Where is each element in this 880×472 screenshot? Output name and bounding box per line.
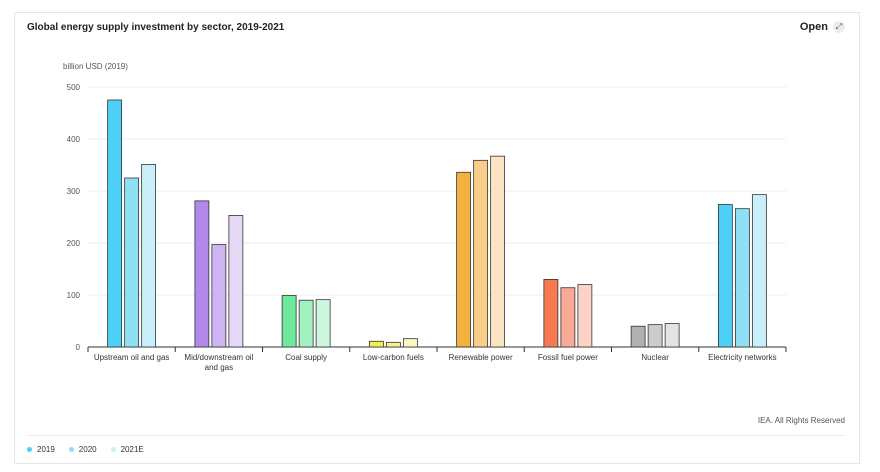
- legend-item-2020[interactable]: 2020: [68, 445, 97, 454]
- bar-2-2019: [281, 295, 297, 348]
- x-tick-label-4: Renewable power: [449, 353, 513, 362]
- y-tick-label-300: 300: [67, 187, 81, 196]
- bar-6-2020: [647, 324, 663, 348]
- bar-4-2019: [456, 171, 472, 348]
- x-tick-label-0: Upstream oil and gas: [94, 353, 170, 362]
- legend-swatch-2021e: [110, 447, 116, 452]
- y-axis-label: billion USD (2019): [63, 62, 128, 71]
- x-tick-label-6: Nuclear: [641, 353, 669, 362]
- bar-3-2019: [368, 340, 384, 348]
- bar-3-2021E: [402, 338, 418, 348]
- legend-label-2020: 2020: [78, 445, 97, 454]
- y-tick-label-500: 500: [67, 83, 81, 92]
- y-tick-label-400: 400: [67, 135, 81, 144]
- y-tick-label-200: 200: [67, 239, 81, 248]
- credit-text: IEA. All Rights Reserved: [757, 416, 845, 425]
- open-button[interactable]: Open ⤢: [800, 21, 845, 33]
- x-tick-label-1: Mid/downstream oil and gas: [184, 353, 253, 372]
- bar-6-2021E: [664, 323, 680, 348]
- bar-1-2019: [194, 200, 210, 348]
- y-tick-label-100: 100: [67, 291, 81, 300]
- legend-swatch-2020: [68, 447, 74, 452]
- bar-7-2019: [717, 204, 733, 348]
- bar-5-2020: [560, 287, 576, 348]
- bar-7-2020: [734, 208, 750, 348]
- bar-0-2020: [124, 177, 140, 348]
- open-label: Open: [799, 21, 828, 33]
- bar-4-2021E: [490, 155, 506, 348]
- legend-label-2019: 2019: [37, 445, 55, 454]
- chart-legend: 2019 2020 2021E: [27, 445, 144, 454]
- x-tick-label-2: Coal supply: [285, 353, 327, 362]
- bar-0-2021E: [141, 164, 157, 348]
- legend-divider: [27, 435, 845, 436]
- x-tick-label-5: Fossil fuel power: [538, 353, 598, 362]
- bar-4-2020: [473, 159, 489, 348]
- chart-title: Global energy supply investment by secto…: [27, 22, 285, 33]
- legend-item-2021e[interactable]: 2021E: [110, 445, 144, 454]
- legend-item-2019[interactable]: 2019: [27, 445, 55, 454]
- bar-3-2020: [385, 341, 401, 348]
- bar-2-2020: [298, 299, 314, 348]
- bar-6-2019: [630, 325, 646, 348]
- bar-0-2019: [107, 99, 123, 348]
- bar-5-2021E: [577, 284, 593, 348]
- expand-icon[interactable]: ⤢: [833, 21, 845, 33]
- x-tick-label-3: Low-carbon fuels: [363, 353, 424, 362]
- bar-2-2021E: [315, 299, 331, 348]
- legend-swatch-2019: [27, 447, 32, 452]
- y-tick-label-0: 0: [76, 343, 81, 352]
- bar-1-2020: [211, 244, 227, 348]
- bar-1-2021E: [228, 215, 244, 348]
- bar-7-2021E: [751, 194, 767, 348]
- bar-5-2019: [543, 278, 559, 348]
- legend-label-2021e: 2021E: [120, 445, 144, 454]
- x-tick-label-7: Electricity networks: [708, 353, 776, 362]
